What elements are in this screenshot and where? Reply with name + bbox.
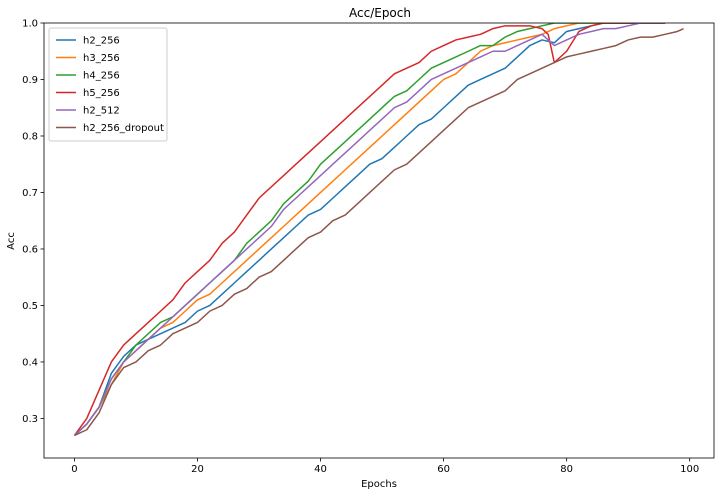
legend-label-h2_256: h2_256: [83, 36, 120, 47]
series-line-h2_256: [73, 23, 666, 436]
legend-label-h2_256_dropout: h2_256_dropout: [83, 123, 164, 134]
legend-label-h2_512: h2_512: [83, 106, 120, 117]
legend-label-h5_256: h5_256: [83, 88, 120, 99]
y-tick-label: 1.0: [22, 19, 38, 30]
y-axis-label: Acc: [6, 232, 17, 250]
series-line-h2_256_dropout: [74, 27, 684, 437]
x-tick-label: 60: [437, 464, 450, 475]
series-line-h2_512: [73, 23, 666, 436]
y-tick-label: 0.7: [22, 188, 38, 199]
legend-label-h3_256: h3_256: [83, 53, 120, 64]
x-tick-label: 20: [191, 464, 204, 475]
y-tick-label: 0.8: [22, 131, 38, 142]
y-tick-label: 0.5: [22, 301, 38, 312]
x-tick-label: 40: [314, 464, 327, 475]
y-tick-label: 0.3: [22, 414, 38, 425]
chart-title: Acc/Epoch: [349, 6, 411, 20]
series-line-h3_256: [73, 23, 666, 436]
y-tick-label: 0.9: [22, 75, 38, 86]
x-tick-label: 0: [71, 464, 77, 475]
y-tick-label: 0.6: [22, 244, 38, 255]
x-axis-label: Epochs: [361, 479, 397, 490]
legend-label-h4_256: h4_256: [83, 71, 120, 82]
series-line-h5_256: [73, 23, 666, 436]
x-tick-label: 100: [680, 464, 699, 475]
legend-box: [48, 27, 168, 142]
y-tick-label: 0.4: [22, 357, 38, 368]
legend: h2_256 h3_256 h4_256 h5_256 h2_512 h2_256_dro…: [48, 27, 168, 142]
axes: 0 20 40 60 80 100 0.3 0.4 0.5 0.6 0.7 0.8 0.9 1.0: [22, 19, 715, 475]
plot-frame: [43, 22, 715, 459]
plot-lines: [73, 23, 684, 437]
x-tick-label: 80: [560, 464, 573, 475]
